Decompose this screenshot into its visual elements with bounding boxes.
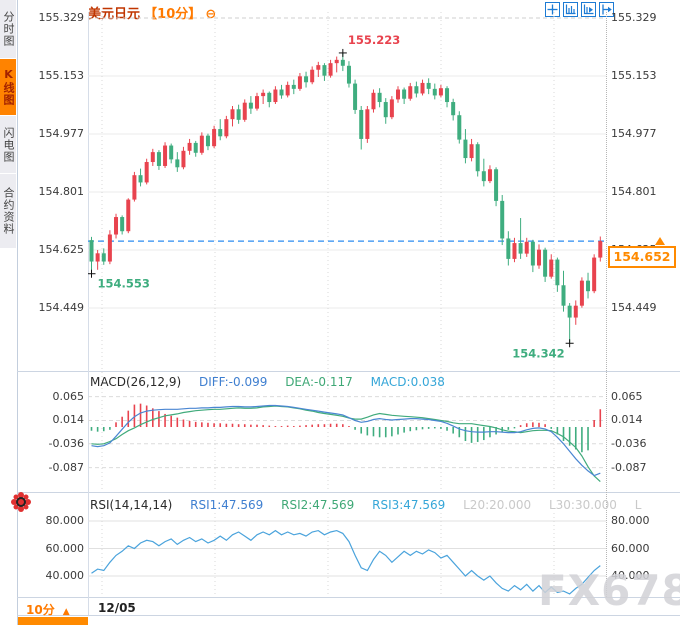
chart-toolbar: [545, 2, 614, 17]
rsi-l20-value: L20:20.000: [463, 498, 532, 512]
rsi2-value: RSI2:47.569: [281, 498, 355, 512]
y-tick-label: 154.801: [611, 185, 657, 198]
rsi-line: [91, 529, 601, 595]
extreme-price-label: 155.223: [348, 33, 400, 47]
macd-diff-value: DIFF:-0.099: [198, 375, 268, 389]
rsi-l30-value: L30:30.000: [548, 498, 617, 512]
macd-dea-value: DEA:-0.117: [285, 375, 353, 389]
sidebar: 分时图 K线图 闪电图 合约资料: [0, 0, 17, 625]
y-tick-label: -0.036: [48, 436, 84, 450]
pan-chart-icon[interactable]: [581, 2, 596, 17]
zoom-axes-icon[interactable]: [563, 2, 578, 17]
y-tick-label: -0.087: [611, 460, 647, 474]
y-tick-label: 0.065: [52, 389, 85, 403]
macd-histogram: [90, 403, 602, 453]
candlesticks: [89, 52, 603, 344]
macd-title: MACD(26,12,9): [90, 375, 182, 389]
extreme-marker: [338, 48, 347, 57]
macd-header: MACD(26,12,9) DIFF:-0.099 DEA:-0.117 MAC…: [90, 375, 459, 389]
date-row-bottom-divider: [17, 615, 680, 616]
y-tick-label: 40.000: [611, 569, 650, 582]
y-tick-label: -0.087: [48, 460, 84, 474]
extreme-price-label: 154.342: [512, 346, 564, 360]
y-tick-label: 0.065: [611, 389, 643, 403]
y-tick-label: 154.977: [38, 127, 85, 140]
sidebar-tab-label: 分时图: [2, 11, 15, 47]
y-tick-label: 155.153: [38, 69, 85, 82]
y-tick-label: 60.000: [45, 541, 85, 555]
main-macd-divider: [17, 371, 680, 372]
y-tick-label: 155.153: [611, 69, 657, 82]
candlestick-chart[interactable]: 155.223 154.553 154.342: [88, 12, 606, 370]
jump-latest-icon[interactable]: [599, 2, 614, 17]
y-tick-label: 154.625: [38, 243, 85, 256]
y-tick-label: 154.801: [38, 185, 85, 198]
interval-dropdown-label: 10分: [26, 603, 55, 617]
y-tick-label: 155.329: [611, 11, 657, 24]
macd-chart[interactable]: [88, 372, 606, 492]
dropdown-arrow-icon: ▲: [62, 607, 70, 617]
y-tick-label: 154.449: [611, 301, 657, 314]
diff-line: [91, 404, 601, 477]
rsi1-value: RSI1:47.569: [190, 498, 264, 512]
crosshair-icon[interactable]: [545, 2, 560, 17]
rsi-l-truncated: L: [634, 498, 642, 512]
y-tick-label: -0.036: [611, 436, 647, 450]
macd-rsi-divider: [17, 492, 680, 493]
date-axis-label: 12/05: [98, 601, 136, 615]
current-price-tag: 154.652: [608, 246, 676, 268]
extreme-price-label: 154.553: [98, 277, 150, 291]
y-tick-label: 80.000: [611, 514, 650, 527]
rsi3-value: RSI3:47.569: [372, 498, 446, 512]
sidebar-tab-kline[interactable]: K线图: [0, 59, 16, 115]
y-tick-label: 154.977: [611, 127, 657, 140]
y-tick-label: 0.014: [52, 413, 85, 427]
y-tick-label: 155.329: [38, 11, 85, 24]
rsi-header: RSI(14,14,14) RSI1:47.569 RSI2:47.569 RS…: [90, 498, 655, 512]
y-tick-label: 60.000: [611, 541, 650, 555]
interval-dropdown[interactable]: 10分 ▲: [26, 601, 70, 618]
y-tick-label: 0.014: [611, 413, 643, 427]
y-tick-label: 154.449: [38, 301, 85, 314]
rsi-title: RSI(14,14,14): [90, 498, 173, 512]
interval-menu-peek[interactable]: [18, 617, 88, 625]
sidebar-tab-contract-info[interactable]: 合约资料: [0, 174, 16, 248]
sidebar-tab-label: 闪电图: [2, 126, 15, 163]
symbol-name: 美元日元: [88, 7, 141, 22]
plot-right-border: [606, 12, 607, 597]
sidebar-tab-lightning[interactable]: 闪电图: [0, 116, 16, 173]
macd-macd-value: MACD:0.038: [370, 375, 445, 389]
sidebar-tab-time-share[interactable]: 分时图: [0, 0, 16, 58]
extreme-marker: [88, 269, 96, 278]
rsi-date-divider: [17, 597, 680, 598]
plot-left-border: [88, 12, 89, 615]
indicator-settings-icon[interactable]: [16, 497, 26, 507]
rsi-chart[interactable]: [88, 513, 606, 597]
sidebar-tab-label: K线图: [2, 68, 15, 106]
extreme-marker: [565, 339, 574, 348]
sidebar-tab-label: 合约资料: [2, 187, 15, 235]
sidebar-divider: [17, 0, 18, 625]
collapse-icon[interactable]: ⊖: [205, 7, 217, 22]
y-tick-label: 40.000: [45, 569, 85, 582]
y-tick-label: 80.000: [45, 514, 85, 527]
price-up-arrow: [655, 237, 665, 245]
